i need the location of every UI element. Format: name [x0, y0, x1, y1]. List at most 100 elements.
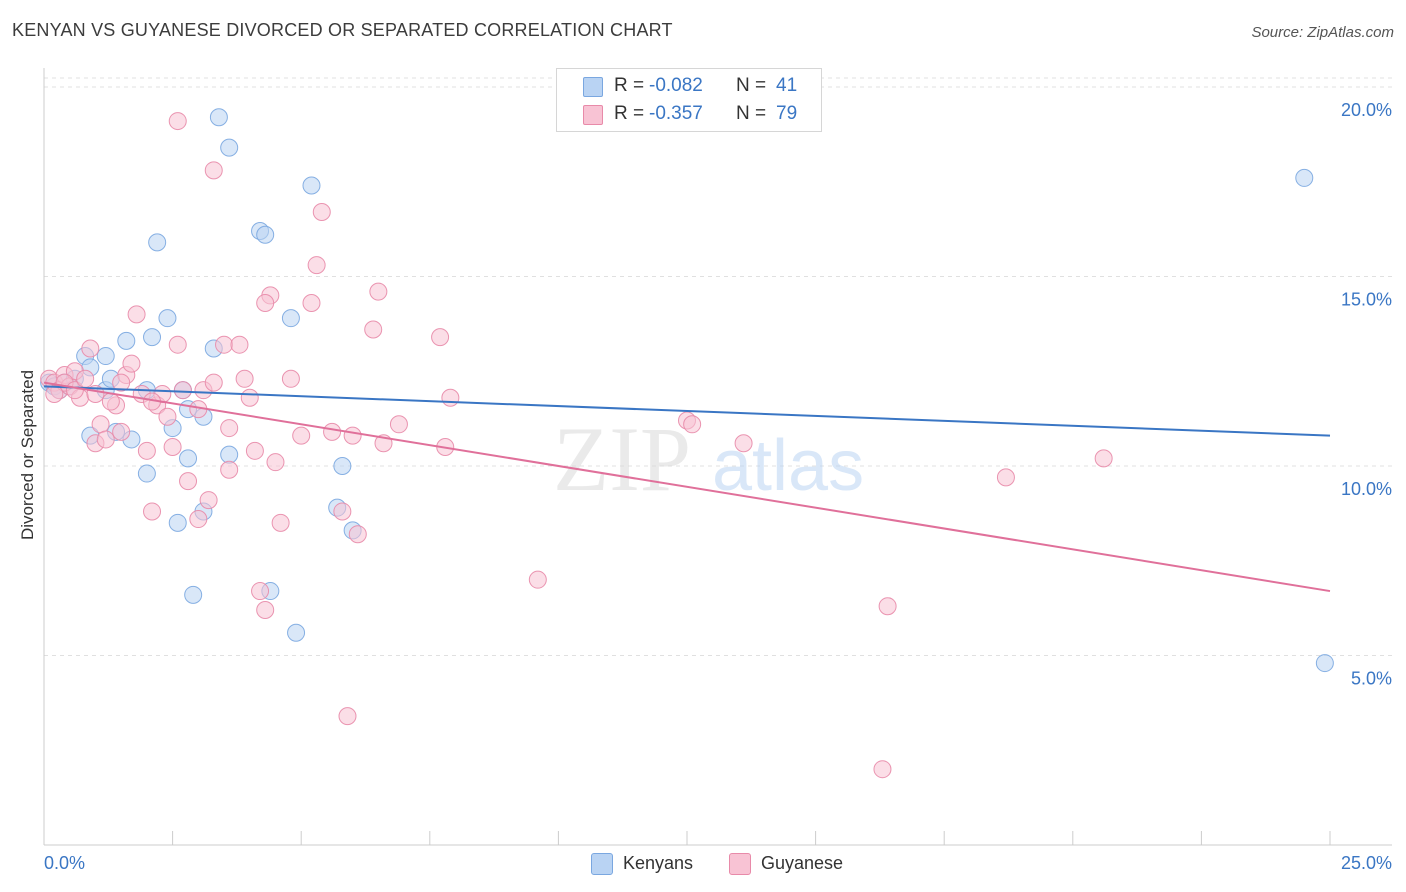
legend-swatch-kenyans	[583, 77, 603, 97]
watermark-zip: ZIP	[553, 408, 691, 510]
kenyans-point	[168, 513, 187, 532]
guyanese-point	[204, 373, 223, 392]
guyanese-point	[528, 570, 547, 589]
guyanese-point	[271, 513, 290, 532]
guyanese-point	[343, 426, 362, 445]
guyanese-point	[235, 369, 254, 388]
bottom-legend-swatch-kenyans	[591, 853, 613, 875]
guyanese-point	[251, 582, 270, 601]
guyanese-point	[281, 369, 300, 388]
guyanese-point	[122, 354, 141, 373]
guyanese-point	[996, 468, 1015, 487]
guyanese-point	[389, 415, 408, 434]
correlation-legend: R = -0.082 N = 41 R = -0.357 N = 79	[556, 68, 822, 132]
kenyans-point	[220, 138, 239, 157]
y-tick-label: 5.0%	[1351, 668, 1392, 688]
y-tick-label: 10.0%	[1341, 479, 1392, 499]
guyanese-point	[348, 525, 367, 544]
guyanese-point	[312, 203, 331, 222]
guyanese-point	[256, 601, 275, 620]
guyanese-point	[307, 256, 326, 275]
legend-n-label-guyanese: N =	[736, 103, 767, 124]
kenyans-point	[302, 176, 321, 195]
guyanese-point	[220, 419, 239, 438]
legend-n-value-kenyans: 41	[776, 75, 798, 96]
guyanese-point	[441, 388, 460, 407]
guyanese-point	[173, 381, 192, 400]
guyanese-point	[112, 373, 131, 392]
kenyans-point	[209, 108, 228, 127]
legend-r-value-kenyans: -0.082	[649, 75, 703, 96]
guyanese-point	[127, 305, 146, 324]
guyanese-point	[734, 434, 753, 453]
x-tick-label-start: 0.0%	[44, 853, 85, 873]
guyanese-point	[292, 426, 311, 445]
kenyans-point	[256, 225, 275, 244]
guyanese-point	[45, 384, 64, 403]
kenyans-point	[281, 309, 300, 328]
guyanese-point	[179, 472, 198, 491]
bottom-legend-label-guyanese: Guyanese	[761, 853, 844, 873]
kenyans-point	[137, 464, 156, 483]
chart-title: KENYAN VS GUYANESE DIVORCED OR SEPARATED…	[12, 20, 673, 40]
x-tick-label-end: 25.0%	[1341, 853, 1392, 873]
guyanese-point	[168, 112, 187, 131]
guyanese-point	[137, 441, 156, 460]
guyanese-point	[143, 502, 162, 521]
kenyans-point	[333, 456, 352, 475]
guyanese-point	[215, 335, 234, 354]
guyanese-point	[369, 282, 388, 301]
guyanese-point	[256, 293, 275, 312]
guyanese-point	[220, 460, 239, 479]
guyanese-point	[266, 453, 285, 472]
guyanese-point	[240, 388, 259, 407]
label-layer: 5.0% 10.0% 15.0% 20.0% 0.0% 25.0%	[44, 100, 1392, 873]
guyanese-point	[431, 328, 450, 347]
guyanese-point	[323, 422, 342, 441]
guyanese-point	[101, 392, 120, 411]
kenyans-point	[184, 585, 203, 604]
points-layer	[40, 108, 1334, 779]
legend-r-value-guyanese: -0.357	[649, 103, 703, 124]
guyanese-point	[1094, 449, 1113, 468]
watermark: ZIP atlas	[553, 408, 864, 510]
guyanese-point	[91, 415, 110, 434]
kenyans-trend-line	[43, 385, 1331, 437]
guyanese-point	[76, 369, 95, 388]
kenyans-point	[220, 445, 239, 464]
y-tick-label: 20.0%	[1341, 100, 1392, 120]
guyanese-point	[168, 335, 187, 354]
guyanese-point	[338, 707, 357, 726]
source-label: Source: ZipAtlas.com	[1251, 24, 1394, 41]
guyanese-point	[683, 415, 702, 434]
bottom-legend-label-kenyans: Kenyans	[623, 853, 694, 873]
guyanese-point	[189, 510, 208, 529]
guyanese-point	[81, 339, 100, 358]
axis-layer	[43, 68, 1392, 846]
guyanese-point	[158, 407, 177, 426]
guyanese-point	[245, 441, 264, 460]
guyanese-point	[302, 293, 321, 312]
legend-r-label-guyanese: R =	[614, 103, 645, 124]
guyanese-point	[204, 161, 223, 180]
guyanese-point	[873, 760, 892, 779]
legend-swatch-guyanese	[583, 105, 603, 125]
guyanese-point	[199, 491, 218, 510]
legend-n-label-kenyans: N =	[736, 75, 767, 96]
kenyans-point	[1295, 168, 1314, 187]
guyanese-point	[96, 430, 115, 449]
guyanese-point	[364, 320, 383, 339]
kenyans-point	[96, 347, 115, 366]
guyanese-point	[333, 502, 352, 521]
kenyans-point	[158, 309, 177, 328]
trend-layer	[43, 381, 1331, 593]
legend-r-label-kenyans: R =	[614, 75, 645, 96]
guyanese-trend-line	[43, 381, 1331, 593]
kenyans-point	[1315, 654, 1334, 673]
guyanese-point	[878, 597, 897, 616]
guyanese-point	[230, 335, 249, 354]
kenyans-point	[287, 623, 306, 642]
y-tick-label: 15.0%	[1341, 289, 1392, 309]
kenyans-point	[143, 328, 162, 347]
